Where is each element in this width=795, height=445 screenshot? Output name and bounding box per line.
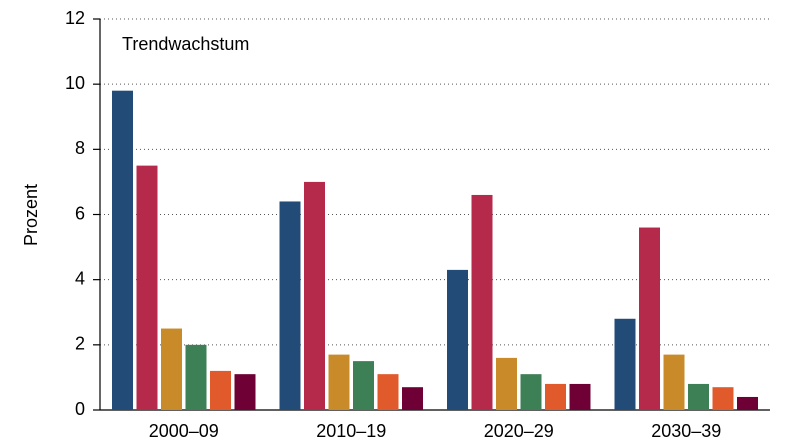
- bar: [304, 181, 325, 410]
- y-tick-label: 10: [65, 73, 85, 93]
- bar: [520, 374, 542, 410]
- y-tick-label: 12: [65, 8, 85, 28]
- bar: [447, 269, 468, 410]
- bar: [496, 357, 517, 410]
- bar: [402, 387, 423, 410]
- bar: [279, 201, 301, 410]
- bar: [185, 344, 207, 410]
- bar: [737, 396, 758, 410]
- bar: [210, 370, 231, 410]
- bar: [353, 361, 374, 410]
- y-tick-label: 8: [75, 138, 85, 158]
- bar: [377, 374, 399, 410]
- bar: [112, 90, 133, 410]
- x-tick-label: 2000–09: [149, 421, 219, 441]
- y-tick-label: 0: [75, 399, 85, 419]
- bar: [328, 354, 350, 410]
- y-tick-label: 4: [75, 268, 85, 288]
- x-tick-label: 2030–39: [651, 421, 721, 441]
- bar: [234, 374, 256, 410]
- bar: [471, 194, 493, 410]
- bar: [545, 383, 566, 410]
- x-tick-label: 2020–29: [484, 421, 554, 441]
- bar: [688, 383, 709, 410]
- bar: [614, 318, 636, 410]
- bar: [639, 227, 660, 410]
- bar: [569, 383, 591, 410]
- y-axis-label: Prozent: [21, 184, 41, 246]
- y-tick-label: 6: [75, 203, 85, 223]
- bar: [161, 328, 182, 410]
- x-tick-label: 2010–19: [316, 421, 386, 441]
- annotation: Trendwachstum: [122, 34, 249, 54]
- bar: [712, 387, 734, 410]
- bar: [136, 165, 158, 410]
- y-tick-label: 2: [75, 334, 85, 354]
- bar: [663, 354, 685, 410]
